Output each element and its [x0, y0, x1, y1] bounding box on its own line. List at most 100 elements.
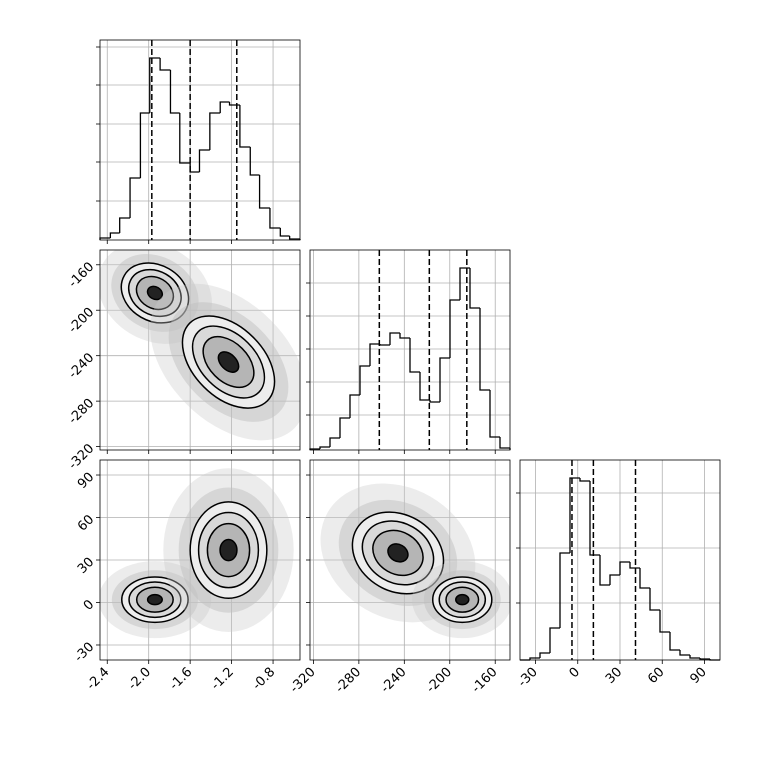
contour — [146, 285, 164, 301]
x-tick-label: -1.6 — [167, 665, 196, 694]
hist-step — [258, 175, 270, 209]
hist-step — [629, 562, 640, 569]
hist-step — [539, 652, 550, 658]
hist-step — [369, 343, 380, 366]
x-tick-label: -280 — [333, 665, 364, 696]
contour-group — [100, 468, 294, 639]
hist-step — [429, 400, 440, 403]
y-tick-label: -240 — [66, 350, 97, 381]
hist-step — [359, 365, 370, 395]
hist-step — [469, 268, 480, 309]
x-tick-label: -2.0 — [125, 665, 154, 694]
hist-step — [228, 102, 240, 106]
hist-step — [669, 632, 680, 651]
hist-step — [139, 112, 150, 178]
hist-step — [389, 332, 400, 345]
hist-step — [689, 655, 700, 659]
x-tick-label: -320 — [287, 665, 318, 696]
hist-step — [569, 477, 580, 553]
x-tick-label: 0 — [567, 665, 583, 681]
hist-step — [529, 657, 540, 660]
y-tick-label: -320 — [66, 441, 97, 472]
x-tick-label: -200 — [424, 665, 455, 696]
hist-step — [249, 147, 260, 176]
hist-step — [459, 267, 470, 300]
hist-step — [239, 105, 251, 148]
panel: -320 -280 -240 -200 -160 — [66, 249, 301, 473]
hist-step — [198, 149, 210, 172]
hist-step — [149, 57, 161, 113]
panel: -320 -280 -240 -200 -160 — [287, 459, 511, 696]
hist-step — [479, 308, 490, 391]
x-tick-label: 90 — [688, 665, 710, 687]
panel: -2.4 -2.0 -1.6 -1.2 -0.8 -30 0 30 60 90 — [72, 459, 301, 694]
hist-step — [659, 610, 670, 633]
hist-step — [499, 437, 510, 449]
contour — [146, 593, 163, 606]
hist-step — [319, 446, 330, 449]
contour — [387, 543, 409, 563]
y-tick-label: -280 — [66, 396, 97, 427]
hist-step — [679, 650, 690, 656]
contour — [455, 593, 470, 606]
hist-step — [439, 357, 450, 402]
x-tick-label: -1.2 — [208, 665, 237, 694]
axes-frame — [519, 459, 721, 661]
x-tick-label: -30 — [515, 665, 541, 691]
hist-step — [419, 372, 430, 401]
hist-step — [409, 338, 420, 373]
hist-step — [288, 236, 300, 240]
x-tick-label: -2.4 — [84, 665, 113, 694]
contour — [219, 538, 238, 562]
y-tick-label: 60 — [75, 512, 97, 534]
y-tick-label: 0 — [81, 597, 97, 613]
hist-step — [649, 588, 660, 611]
hist-step — [379, 344, 390, 346]
hist-step — [639, 568, 650, 589]
hist-step — [449, 299, 460, 358]
x-tick-label: -240 — [378, 665, 409, 696]
hist-step — [349, 394, 360, 418]
hist-step — [559, 552, 570, 628]
x-tick-label: -0.8 — [250, 665, 279, 694]
hist-step — [699, 658, 710, 660]
contour — [217, 351, 240, 373]
contour-group — [100, 250, 300, 441]
hist-step — [219, 101, 230, 113]
hist-step — [339, 417, 350, 438]
x-tick-label: -160 — [469, 665, 500, 696]
hist-step — [189, 163, 200, 173]
hist-step — [169, 70, 180, 114]
contour-group — [320, 483, 510, 639]
hist-step — [599, 555, 610, 586]
panel — [96, 39, 301, 244]
x-tick-label: 60 — [645, 665, 667, 687]
axes-frame — [99, 39, 301, 241]
hist-step — [329, 437, 340, 447]
axes-frame — [309, 459, 511, 661]
hist-step — [619, 561, 630, 575]
hist-step — [159, 58, 171, 71]
panel — [306, 249, 511, 454]
x-tick-label: 30 — [603, 665, 625, 687]
hist-step — [109, 232, 120, 238]
hist-step — [589, 481, 600, 556]
hist-step — [489, 390, 500, 438]
y-tick-label: -160 — [66, 259, 97, 290]
hist-step — [269, 208, 281, 229]
hist-step — [179, 113, 191, 164]
axes-frame — [99, 249, 301, 451]
hist-step — [549, 627, 560, 653]
panel: -30 0 30 60 90 — [515, 459, 721, 691]
hist-step — [579, 478, 590, 482]
axes-frame — [309, 249, 511, 451]
hist-step — [209, 112, 221, 150]
y-tick-label: 30 — [75, 555, 97, 577]
hist-step — [119, 217, 131, 233]
hist-step — [399, 333, 410, 339]
y-tick-label: -30 — [72, 640, 98, 666]
axes-frame — [99, 459, 301, 661]
y-tick-label: 90 — [75, 470, 97, 492]
y-tick-label: -200 — [66, 305, 97, 336]
